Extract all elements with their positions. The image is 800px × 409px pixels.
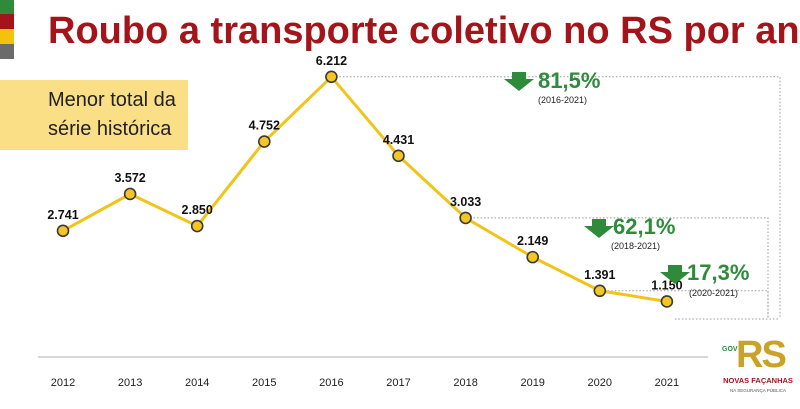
x-tick-2012: 2012 [51, 377, 75, 389]
data-point-2019 [526, 250, 540, 264]
callout-line-2: série histórica [48, 118, 172, 140]
x-tick-2017: 2017 [386, 377, 410, 389]
data-label-2013: 3.572 [114, 171, 145, 185]
down-arrow-icon [504, 72, 534, 91]
change-period: (2016-2021) [538, 95, 587, 105]
logo-gov-text: GOV [722, 346, 738, 353]
x-tick-2013: 2013 [118, 377, 142, 389]
x-tick-2014: 2014 [185, 377, 209, 389]
down-arrow-icon [584, 219, 614, 238]
callout-box: Menor total da série histórica [0, 80, 188, 150]
change-2: 62,1% (2018-2021) [584, 214, 675, 251]
down-arrow-icon [660, 265, 690, 284]
data-markers [56, 70, 674, 308]
data-label-2015: 4.752 [249, 119, 280, 133]
x-tick-2021: 2021 [655, 377, 679, 389]
x-tick-2018: 2018 [453, 377, 477, 389]
flag-stripe-red [0, 14, 14, 29]
data-point-2015 [257, 135, 271, 148]
data-label-2019: 2.149 [517, 234, 548, 248]
data-label-2016: 6.212 [316, 54, 347, 68]
data-point-2020 [593, 284, 607, 298]
connector-line [339, 76, 781, 319]
callout-line-1: Menor total da [48, 89, 176, 111]
chart-title: Roubo a transporte coletivo no RS por an… [48, 10, 800, 52]
data-label-2018: 3.033 [450, 195, 481, 209]
x-tick-2016: 2016 [319, 377, 343, 389]
data-label-2020: 1.391 [584, 268, 615, 282]
change-period: (2020-2021) [689, 288, 738, 298]
data-point-2021 [660, 295, 674, 308]
data-label-2012: 2.741 [47, 208, 78, 222]
flag-stripe-green [0, 0, 14, 14]
data-point-2014 [190, 219, 204, 233]
flag-stripe-gray [0, 44, 14, 59]
connector-line [607, 290, 769, 319]
x-tick-labels: 2012 2013 2014 2015 2016 2017 2018 2019 2020 2021 [51, 377, 679, 389]
x-tick-2015: 2015 [252, 377, 276, 389]
change-3: 17,3% (2020-2021) [660, 260, 749, 298]
change-period: (2018-2021) [611, 241, 660, 251]
change-percent: 17,3% [687, 260, 749, 285]
data-point-2012 [56, 224, 70, 238]
rs-logo: GOV RS NOVAS FAÇANHAS NA SEGURANÇA PÚBLI… [718, 334, 798, 408]
logo-tagline: NOVAS FAÇANHAS [723, 376, 793, 385]
connector-line [473, 217, 769, 319]
data-label-2014: 2.850 [182, 203, 213, 217]
data-point-2016 [325, 70, 338, 84]
change-percent: 81,5% [538, 68, 600, 93]
data-labels: 2.741 3.572 2.850 4.752 6.212 4.431 3.033 2.149… [47, 54, 682, 293]
x-tick-2020: 2020 [588, 377, 612, 389]
logo-rs-text: RS [736, 334, 787, 376]
data-point-2017 [392, 149, 405, 163]
x-tick-2019: 2019 [520, 377, 544, 389]
change-1: 81,5% (2016-2021) [504, 68, 600, 105]
change-percent: 62,1% [613, 214, 675, 239]
connector-lines [339, 76, 781, 320]
data-point-2018 [459, 211, 472, 225]
data-label-2017: 4.431 [383, 133, 414, 147]
data-point-2013 [123, 187, 137, 201]
series-line [61, 75, 669, 303]
logo-subtagline: NA SEGURANÇA PÚBLICA [729, 388, 787, 393]
flag-stripe-yellow [0, 29, 14, 44]
